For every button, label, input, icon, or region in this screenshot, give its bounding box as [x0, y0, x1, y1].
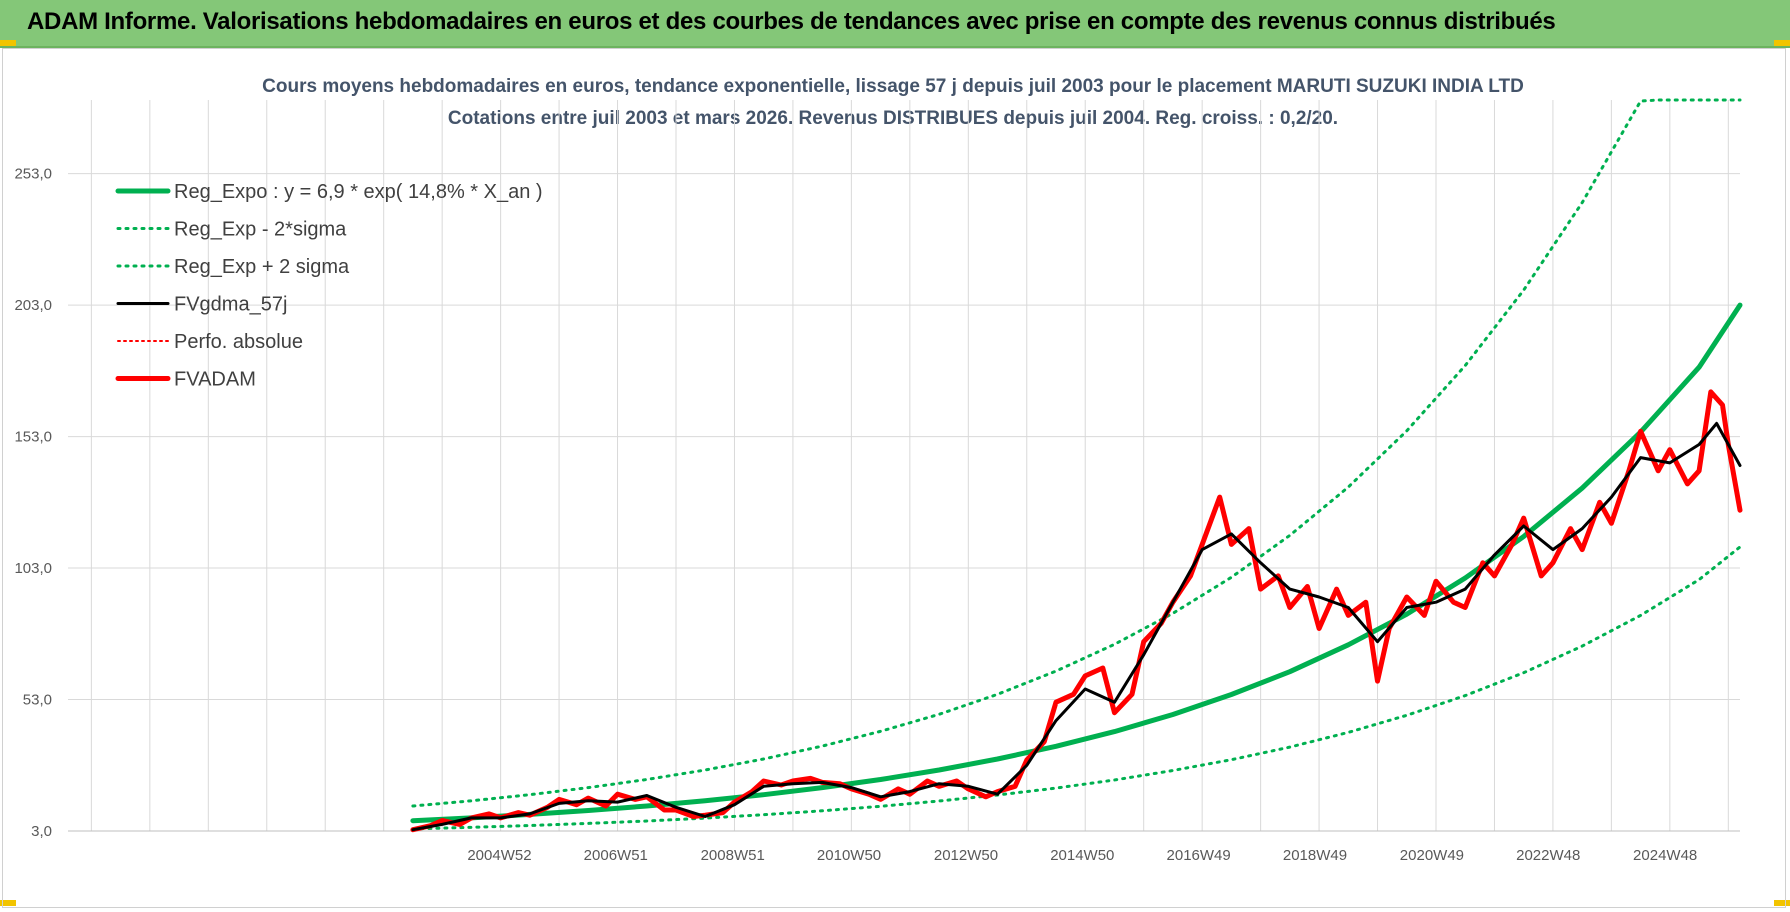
corner-marker-right [1774, 40, 1790, 46]
x-tick-label: 2012W50 [934, 847, 998, 864]
x-axis-ticks: 2004W52 2006W51 2008W51 2010W50 2012W50 2014W… [467, 847, 1697, 864]
series-lines [410, 98, 1743, 833]
corner-marker-bottom-right [1774, 900, 1790, 906]
legend-reg-exp-minus-2sigma-label: Reg_Exp - 2*sigma [174, 219, 347, 241]
y-tick-label: 253,0 [14, 166, 52, 183]
chart-title: Cours moyens hebdomadaires en euros, ten… [262, 76, 1524, 97]
fvgdma-57j-line [411, 421, 1742, 832]
x-tick-label: 2024W48 [1633, 847, 1697, 864]
y-tick-label: 53,0 [23, 692, 52, 709]
x-tick-label: 2006W51 [584, 847, 648, 864]
y-tick-label: 203,0 [14, 297, 52, 314]
corner-marker-bottom-left [0, 900, 16, 906]
chart-subtitle: Cotations entre juil 2003 et mars 2026. … [448, 108, 1338, 129]
x-tick-label: 2008W51 [701, 847, 765, 864]
x-tick-label: 2018W49 [1283, 847, 1347, 864]
legend-perfo-absolue-label: Perfo. absolue [174, 331, 303, 353]
y-tick-label: 153,0 [14, 429, 52, 446]
reg-expo-line [410, 302, 1743, 824]
x-tick-label: 2020W49 [1400, 847, 1464, 864]
legend-fvadam-label: FVADAM [174, 369, 256, 391]
x-tick-label: 2014W50 [1050, 847, 1114, 864]
y-tick-label: 3,0 [31, 823, 52, 840]
legend-fvgdma-57j-label: FVgdma_57j [174, 294, 287, 316]
y-tick-label: 103,0 [14, 560, 52, 577]
x-tick-label: 2022W48 [1516, 847, 1580, 864]
report-title: ADAM Informe. Valorisations hebdomadaire… [27, 8, 1556, 35]
legend: Reg_Expo : y = 6,9 * exp( 14,8% * X_an )… [115, 181, 543, 391]
fvadam-line [410, 389, 1743, 833]
x-tick-label: 2016W49 [1167, 847, 1231, 864]
legend-reg-expo-label: Reg_Expo : y = 6,9 * exp( 14,8% * X_an ) [174, 181, 543, 203]
vertical-gridlines [90, 100, 1729, 831]
x-tick-label: 2010W50 [817, 847, 881, 864]
y-axis-ticks: 3,0 53,0 103,0 153,0 203,0 253,0 [14, 166, 52, 840]
reg-exp-minus-2sigma-line [411, 545, 1742, 831]
x-tick-label: 2004W52 [467, 847, 531, 864]
legend-reg-exp-plus-2sigma-label: Reg_Exp + 2 sigma [174, 256, 350, 278]
horizontal-gridlines [68, 173, 1740, 832]
chart-frame [2, 48, 1786, 908]
report-banner: ADAM Informe. Valorisations hebdomadaire… [0, 0, 1790, 48]
reg-exp-plus-2sigma-line [411, 98, 1742, 808]
corner-marker-left [0, 40, 16, 46]
